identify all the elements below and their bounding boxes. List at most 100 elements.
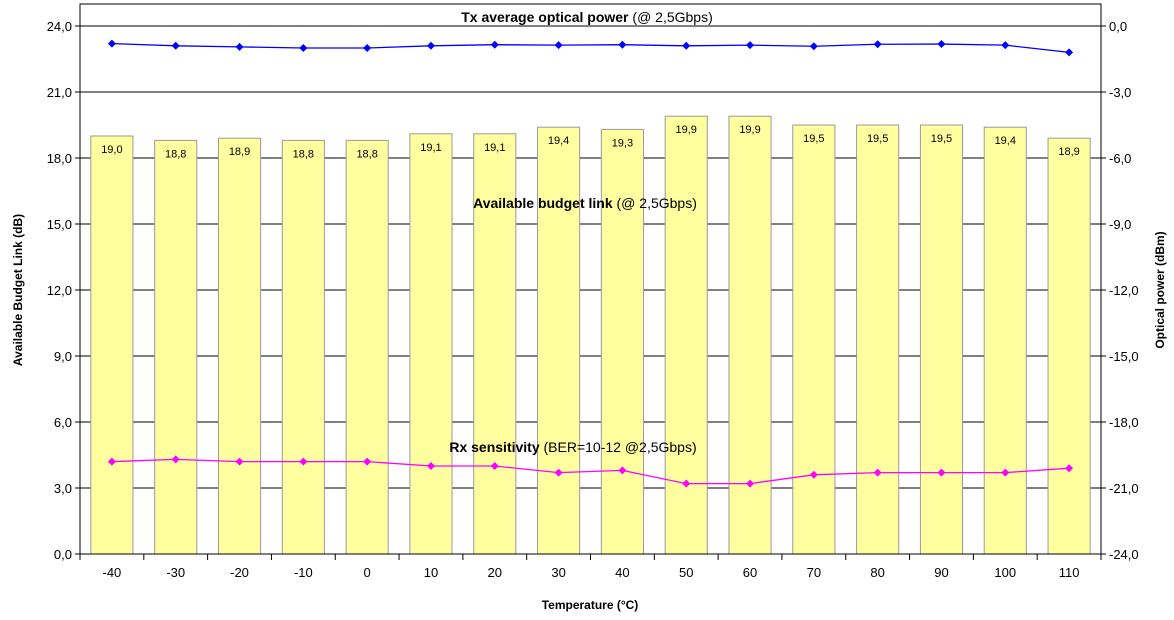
bar-data-label: 19,5 — [931, 133, 952, 145]
right-tick-label: -18,0 — [1109, 415, 1139, 430]
bar — [537, 126, 581, 555]
series-point — [1001, 468, 1010, 477]
x-tick-label: 110 — [1059, 565, 1080, 580]
bar-data-label: 19,1 — [420, 142, 441, 154]
series-point — [809, 470, 818, 479]
y-axis-title: Available Budget Link (dB) — [11, 214, 25, 366]
bar — [983, 126, 1027, 555]
x-tick-label: 30 — [551, 565, 565, 580]
bar — [345, 139, 389, 555]
bar-data-label: 18,8 — [293, 148, 314, 160]
left-tick-label: 6,0 — [54, 415, 72, 430]
x-tick-label: 80 — [870, 565, 884, 580]
x-tick-label: 40 — [615, 565, 629, 580]
series-point — [682, 479, 691, 488]
bar-data-label: 19,0 — [101, 144, 122, 156]
series-point — [618, 466, 627, 475]
bar-data-label: 19,1 — [484, 142, 505, 154]
left-tick-label: 0,0 — [54, 547, 72, 562]
bar-data-label: 18,8 — [165, 148, 186, 160]
bar — [154, 139, 198, 555]
x-tick-label: 90 — [934, 565, 948, 580]
bar — [792, 124, 836, 555]
bar — [473, 133, 517, 555]
series-point — [809, 42, 818, 51]
x-axis-ticks: -40 -30 -20 -10 0 10 20 30 40 50 60 70 80 90 100 110 — [79, 554, 1102, 580]
x-tick-label: 20 — [488, 565, 502, 580]
bar — [856, 124, 900, 555]
series-point — [299, 44, 308, 52]
series-point — [873, 40, 882, 49]
series-point — [554, 468, 563, 477]
bar — [919, 124, 964, 555]
annotation-rx-sensitivity: Rx sensitivity (BER=10-12 @2,5Gbps) — [449, 439, 696, 455]
annotation-budget-link-detail: (@ 2,5Gbps) — [613, 195, 697, 211]
x-tick-label: 50 — [679, 565, 693, 580]
bar-data-labels: 19,0 18,8 18,9 18,8 18,8 19,1 19,1 19,4 19,3 19,9… — [101, 124, 1080, 160]
y2-axis-title: Optical power (dBm) — [1153, 231, 1167, 348]
series-point — [235, 42, 244, 51]
series-point — [1065, 464, 1074, 473]
x-tick-label: 10 — [424, 565, 438, 580]
bar — [1047, 137, 1091, 555]
line-series — [107, 39, 1074, 488]
right-tick-label: -6,0 — [1109, 151, 1131, 166]
bar-data-label: 19,5 — [867, 133, 888, 145]
annotation-tx-power-detail: (@ 2,5Gbps) — [629, 9, 713, 25]
bar-data-label: 19,3 — [612, 137, 633, 149]
left-tick-label: 3,0 — [54, 481, 72, 496]
bar-data-label: 19,4 — [548, 135, 569, 147]
series-point — [746, 41, 755, 50]
series-point — [235, 457, 244, 466]
bar — [217, 137, 262, 555]
annotation-rx-sensitivity-detail: (BER=10-12 @2,5Gbps) — [540, 439, 697, 455]
bar-data-label: 19,9 — [739, 124, 760, 136]
x-tick-label: -30 — [166, 565, 185, 580]
left-tick-label: 15,0 — [47, 217, 72, 232]
bar-data-label: 19,4 — [995, 135, 1016, 147]
bar — [409, 133, 453, 555]
left-tick-label: 18,0 — [47, 151, 72, 166]
left-tick-label: 21,0 — [47, 85, 72, 100]
series-point — [490, 462, 499, 470]
series-point — [937, 468, 946, 477]
annotation-budget-link: Available budget link (@ 2,5Gbps) — [473, 195, 697, 211]
right-tick-label: -3,0 — [1109, 85, 1131, 100]
series-point — [171, 41, 180, 50]
annotation-tx-power-bold: Tx average optical power — [461, 9, 629, 25]
series-point — [1001, 41, 1010, 50]
bar-data-label: 18,8 — [356, 148, 377, 160]
x-tick-label: -20 — [230, 565, 249, 580]
right-tick-label: -12,0 — [1109, 283, 1139, 298]
bar — [600, 128, 644, 555]
series-line — [111, 42, 1070, 54]
series-point — [363, 44, 372, 52]
bar-series — [90, 115, 1091, 555]
left-tick-label: 12,0 — [47, 283, 72, 298]
series-point — [682, 41, 691, 50]
x-tick-label: 70 — [807, 565, 821, 580]
series-point — [107, 39, 116, 48]
series-point — [363, 457, 372, 466]
x-tick-label: -10 — [294, 565, 313, 580]
left-tick-label: 24,0 — [47, 19, 72, 34]
annotation-rx-sensitivity-bold: Rx sensitivity — [449, 439, 539, 455]
right-tick-label: -21,0 — [1109, 481, 1139, 496]
bar-data-label: 18,9 — [229, 146, 250, 158]
x-tick-label: 100 — [994, 565, 1016, 580]
series-point — [746, 479, 755, 488]
bar-data-label: 19,5 — [803, 133, 824, 145]
left-axis-ticks: 0,0 3,0 6,0 9,0 12,0 15,0 18,0 21,0 24,0 — [47, 19, 80, 562]
series-point — [873, 468, 882, 477]
series-point — [107, 457, 116, 466]
series-point — [426, 41, 435, 50]
x-tick-label: -40 — [103, 565, 122, 580]
series-point — [1065, 48, 1074, 57]
bar — [664, 115, 708, 555]
right-tick-label: -9,0 — [1109, 217, 1131, 232]
right-tick-label: -24,0 — [1109, 547, 1139, 562]
x-axis-title: Temperature (°C) — [542, 598, 639, 612]
right-axis-ticks: -24,0 -21,0 -18,0 -15,0 -12,0 -9,0 -6,0 -3,0 0,0 — [1101, 19, 1139, 562]
series-point — [299, 457, 308, 466]
